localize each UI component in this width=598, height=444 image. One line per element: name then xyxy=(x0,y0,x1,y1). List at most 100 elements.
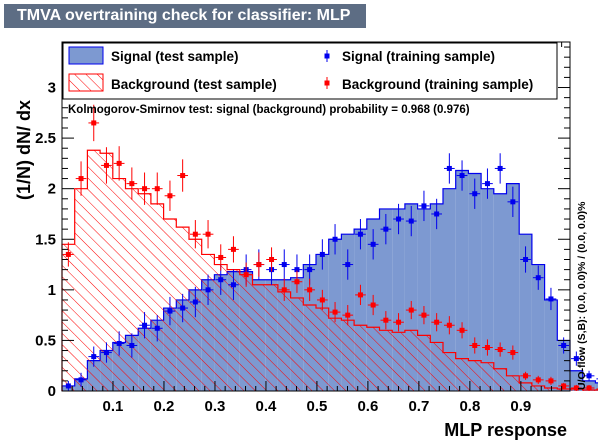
signal-train-point xyxy=(329,224,341,255)
background-test-bin xyxy=(392,332,405,391)
background-test-bin xyxy=(265,284,278,391)
background-test-bin xyxy=(138,193,151,391)
y-tick-label: 2.5 xyxy=(35,130,56,147)
signal-train-point xyxy=(126,333,138,358)
background-train-point xyxy=(101,147,112,184)
signal-test-bin xyxy=(481,188,494,391)
background-train-point xyxy=(405,300,417,320)
background-test-bin xyxy=(227,269,240,391)
background-train-point xyxy=(494,342,506,357)
legend-signal-test-swatch xyxy=(68,46,104,65)
signal-train-point xyxy=(405,205,417,237)
signal-train-point xyxy=(367,229,379,260)
signal-train-point xyxy=(317,239,328,270)
background-test-bin xyxy=(506,375,520,391)
background-test-bin xyxy=(366,327,380,391)
background-train-point xyxy=(113,146,125,181)
signal-train-point xyxy=(545,287,557,311)
signal-test-bin xyxy=(595,382,598,391)
y-axis-title: (1/N) dN/ dx xyxy=(14,100,34,200)
y-tick-label: 1 xyxy=(48,282,56,299)
signal-train-point xyxy=(456,160,468,191)
signal-train-point xyxy=(342,249,354,280)
signal-train-point xyxy=(113,331,125,356)
signal-train-point xyxy=(393,203,404,235)
x-tick-label: 0.9 xyxy=(510,398,531,415)
signal-test-bin xyxy=(544,299,558,391)
background-test-bin xyxy=(239,274,253,391)
x-tick-label: 0.3 xyxy=(205,398,226,415)
signal-train-point xyxy=(202,274,214,306)
signal-train-point xyxy=(444,153,455,184)
background-train-point xyxy=(380,311,392,330)
signal-train-point xyxy=(520,246,531,273)
background-train-point xyxy=(151,172,163,205)
signal-train-point xyxy=(418,190,430,222)
x-tick-label: 0.2 xyxy=(154,398,175,415)
ks-test-text: Kolmogorov-Smirnov test: signal (backgro… xyxy=(68,104,470,116)
legend-background-test-swatch xyxy=(68,73,104,92)
background-train-point xyxy=(482,339,493,356)
marker-layer xyxy=(63,104,598,391)
signal-test-bin xyxy=(570,370,583,391)
legend-box xyxy=(62,42,558,100)
background-train-point xyxy=(164,180,176,211)
signal-train-point xyxy=(532,265,544,290)
background-train-point xyxy=(342,305,354,326)
background-train-point xyxy=(126,167,138,200)
background-train-point xyxy=(304,278,315,301)
signal-test-bin xyxy=(443,188,456,391)
background-test-bin xyxy=(468,360,482,391)
signal-test-bin xyxy=(468,173,482,391)
signal-train-point xyxy=(494,153,506,184)
background-test-bin xyxy=(150,203,164,391)
background-test-bin xyxy=(557,388,570,391)
background-train-point xyxy=(507,345,519,360)
background-train-point xyxy=(228,236,239,263)
signal-test-bin xyxy=(519,234,532,391)
signal-train-point xyxy=(101,342,112,363)
background-test-bin xyxy=(290,297,304,391)
background-test-bin xyxy=(214,264,228,391)
signal-test-bin xyxy=(506,183,520,391)
background-test-bin xyxy=(519,382,532,391)
background-test-bin xyxy=(328,318,342,391)
background-train-point xyxy=(456,322,468,339)
background-test-bin xyxy=(62,244,75,391)
background-train-point xyxy=(583,384,595,391)
signal-train-point xyxy=(190,286,201,318)
background-train-point xyxy=(139,172,150,205)
background-train-point xyxy=(202,220,214,249)
background-test-bin xyxy=(354,325,367,391)
signal-train-point xyxy=(177,293,188,323)
background-test-bin xyxy=(74,188,88,391)
signal-train-point xyxy=(431,198,442,230)
y-tick-label: 0 xyxy=(48,383,56,400)
background-test-bin xyxy=(316,308,329,391)
background-train-point xyxy=(63,242,74,267)
signal-train-point xyxy=(507,186,519,218)
y-tick-label: 0.5 xyxy=(35,332,56,349)
signal-test-bin xyxy=(493,193,507,391)
background-train-point xyxy=(317,289,328,311)
background-train-point xyxy=(329,301,341,323)
background-train-point xyxy=(469,337,481,354)
legend-signal-train: Signal (training sample) xyxy=(342,49,495,64)
background-train-markers xyxy=(63,104,598,391)
signal-train-point xyxy=(63,380,74,391)
background-train-point xyxy=(253,252,265,277)
y-tick-label: 1.5 xyxy=(35,231,56,248)
background-train-point xyxy=(215,244,227,271)
signal-train-point xyxy=(583,370,595,381)
background-test-bin xyxy=(430,342,443,391)
background-train-point xyxy=(190,220,201,249)
background-train-point xyxy=(240,262,252,287)
x-tick-label: 0.5 xyxy=(306,398,327,415)
legend-signal-test: Signal (test sample) xyxy=(111,49,239,64)
legend: Signal (test sample) Background (test sa… xyxy=(62,42,558,100)
background-train-point xyxy=(266,247,277,272)
background-train-point xyxy=(177,159,188,192)
background-train-point xyxy=(88,104,100,142)
background-train-point xyxy=(278,278,290,301)
